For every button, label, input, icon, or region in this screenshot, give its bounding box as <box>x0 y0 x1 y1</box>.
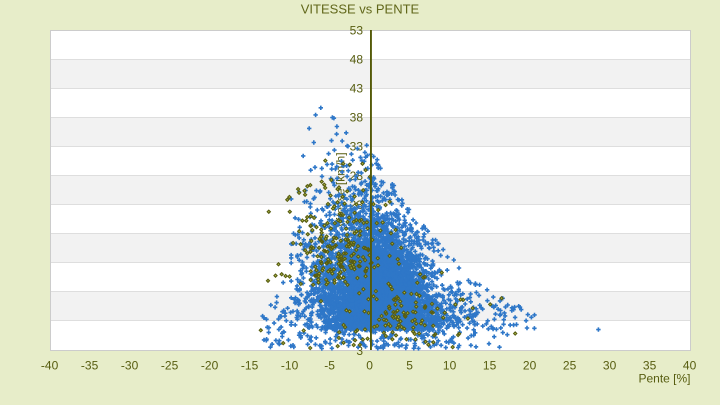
svg-text:25: 25 <box>563 358 577 372</box>
svg-text:-25: -25 <box>161 358 179 372</box>
svg-text:35: 35 <box>643 358 657 372</box>
svg-text:33: 33 <box>350 140 364 154</box>
svg-text:53: 53 <box>350 23 364 37</box>
svg-text:-35: -35 <box>81 358 99 372</box>
svg-text:-40: -40 <box>41 358 59 372</box>
svg-text:-30: -30 <box>121 358 139 372</box>
svg-text:-15: -15 <box>241 358 259 372</box>
svg-text:40: 40 <box>683 358 697 372</box>
svg-text:30: 30 <box>603 358 617 372</box>
svg-text:10: 10 <box>443 358 457 372</box>
svg-text:43: 43 <box>350 82 364 96</box>
svg-text:-20: -20 <box>201 358 219 372</box>
svg-text:-5: -5 <box>324 358 335 372</box>
svg-text:38: 38 <box>350 111 364 125</box>
svg-text:5: 5 <box>406 358 413 372</box>
svg-text:VITESSE vs PENTE: VITESSE vs PENTE <box>301 2 420 17</box>
svg-text:20: 20 <box>523 358 537 372</box>
svg-text:-10: -10 <box>281 358 299 372</box>
svg-text:48: 48 <box>350 52 364 66</box>
svg-text:Pente [%]: Pente [%] <box>638 371 690 385</box>
svg-text:3: 3 <box>356 344 363 358</box>
svg-text:0: 0 <box>366 358 373 372</box>
svg-text:15: 15 <box>483 358 497 372</box>
